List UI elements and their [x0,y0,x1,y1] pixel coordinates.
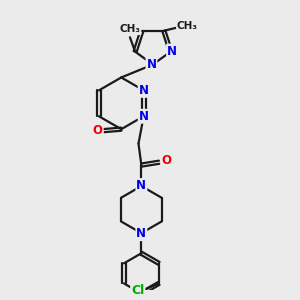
Text: N: N [136,179,146,192]
Text: O: O [93,124,103,137]
Text: N: N [139,84,149,97]
Text: N: N [139,110,149,123]
Text: CH₃: CH₃ [119,24,140,34]
Text: N: N [146,58,156,71]
Text: N: N [167,45,177,58]
Text: N: N [136,227,146,240]
Text: CH₃: CH₃ [177,21,198,31]
Text: Cl: Cl [131,284,144,297]
Text: O: O [161,154,171,167]
